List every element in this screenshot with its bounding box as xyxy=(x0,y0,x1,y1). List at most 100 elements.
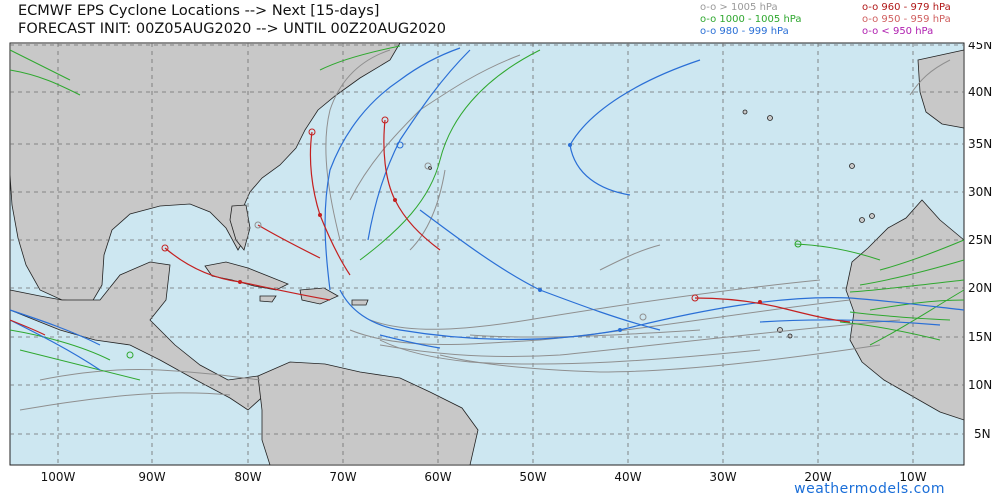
florida-land xyxy=(229,204,251,251)
track-point xyxy=(538,288,542,292)
track-point xyxy=(126,351,134,359)
lat-label: 20N xyxy=(968,281,992,295)
track-point xyxy=(238,280,242,284)
track-line xyxy=(367,49,471,241)
track-line xyxy=(369,279,821,330)
lat-label: 10N xyxy=(968,378,992,392)
track-line xyxy=(339,289,965,341)
track-line xyxy=(379,334,441,349)
north-america-land xyxy=(9,42,401,303)
track-line xyxy=(439,344,881,373)
track-line xyxy=(859,259,965,286)
lat-label: 5N xyxy=(974,427,991,441)
lat-label: 15N xyxy=(968,330,992,344)
africa-land xyxy=(845,199,965,421)
track-line xyxy=(839,321,941,341)
track-point xyxy=(161,244,169,252)
tracks-blue xyxy=(9,47,965,371)
legend-item-blue: o-o 980 - 999 hPa xyxy=(700,26,789,37)
track-point xyxy=(424,162,432,170)
header: ECMWF EPS Cyclone Locations --> Next [15… xyxy=(0,0,1000,42)
lon-label: 50W xyxy=(519,470,546,484)
track-line xyxy=(569,59,701,196)
track-point xyxy=(691,294,699,302)
lat-label: 40N xyxy=(968,85,992,99)
land-masses xyxy=(9,42,965,466)
track-line xyxy=(324,47,461,291)
track-line xyxy=(869,289,965,346)
track-line xyxy=(319,45,401,71)
lon-label: 70W xyxy=(329,470,356,484)
azores-island xyxy=(742,109,748,115)
lon-label: 90W xyxy=(138,470,165,484)
track-points xyxy=(126,116,802,359)
lon-label: 30W xyxy=(709,470,736,484)
forecast-init-subtitle: FORECAST INIT: 00Z05AUG2020 --> UNTIL 00… xyxy=(18,21,446,37)
track-line xyxy=(39,368,261,381)
legend-item-green: o-o 1000 - 1005 hPa xyxy=(700,14,802,25)
track-line xyxy=(849,279,965,293)
tracks-gray xyxy=(19,49,951,411)
track-line xyxy=(409,169,446,251)
credit-watermark[interactable]: weathermodels.com xyxy=(794,481,945,497)
track-point xyxy=(618,328,622,332)
track-line xyxy=(9,309,101,346)
chart-title: ECMWF EPS Cyclone Locations --> Next [15… xyxy=(18,3,380,19)
track-line xyxy=(794,243,881,261)
lon-label: 80W xyxy=(234,470,261,484)
track-point xyxy=(758,300,762,304)
azores-island xyxy=(767,115,773,121)
lat-label: 25N xyxy=(968,233,992,247)
track-line xyxy=(869,299,965,311)
tracks-green xyxy=(9,45,965,381)
track-line xyxy=(9,319,46,336)
gridlines xyxy=(10,43,964,465)
track-point xyxy=(381,116,389,124)
jamaica-land xyxy=(259,295,277,303)
lat-label: 30N xyxy=(968,185,992,199)
track-point xyxy=(254,221,262,229)
track-line xyxy=(759,319,941,326)
track-point xyxy=(308,128,316,136)
track-point xyxy=(639,313,647,321)
track-line xyxy=(9,69,81,96)
legend-item-lightred: o-o 950 - 959 hPa xyxy=(862,14,951,25)
track-line xyxy=(379,319,901,358)
track-line xyxy=(9,329,111,361)
track-line xyxy=(325,49,391,241)
iberia-land xyxy=(917,49,965,129)
track-line xyxy=(19,349,141,381)
track-line xyxy=(694,297,851,323)
longitude-labels: 100W 90W 80W 70W 60W 50W 40W 30W 20W 10W xyxy=(41,470,927,484)
lon-label: 20W xyxy=(804,470,831,484)
track-point xyxy=(318,213,322,217)
south-america-land xyxy=(257,361,479,466)
lon-label: 40W xyxy=(614,470,641,484)
lon-label: 10W xyxy=(899,470,926,484)
track-line xyxy=(19,392,231,411)
madeira-island xyxy=(849,163,855,169)
track-line xyxy=(379,339,761,365)
latitude-labels: 45N 40N 35N 30N 25N 20N 15N 10N 5N xyxy=(968,38,992,441)
track-line xyxy=(359,49,541,261)
legend-item-gray: o-o > 1005 hPa xyxy=(700,2,778,13)
track-line xyxy=(9,49,71,81)
track-point xyxy=(393,198,397,202)
track-line xyxy=(849,311,951,321)
legend-item-darkred: o-o 960 - 979 hPa xyxy=(862,2,951,13)
lat-label: 35N xyxy=(968,137,992,151)
track-point xyxy=(396,141,404,149)
track-line xyxy=(879,239,965,271)
track-line xyxy=(909,59,951,96)
canary-island xyxy=(859,217,865,223)
lon-label: 60W xyxy=(424,470,451,484)
track-point xyxy=(794,240,802,248)
canary-island xyxy=(869,213,875,219)
legend-item-purple: o-o < 950 hPa xyxy=(862,26,934,37)
track-line xyxy=(9,319,101,371)
lon-label: 100W xyxy=(41,470,76,484)
track-line xyxy=(599,244,661,271)
puerto-rico-land xyxy=(351,299,369,306)
track-line xyxy=(257,224,321,259)
